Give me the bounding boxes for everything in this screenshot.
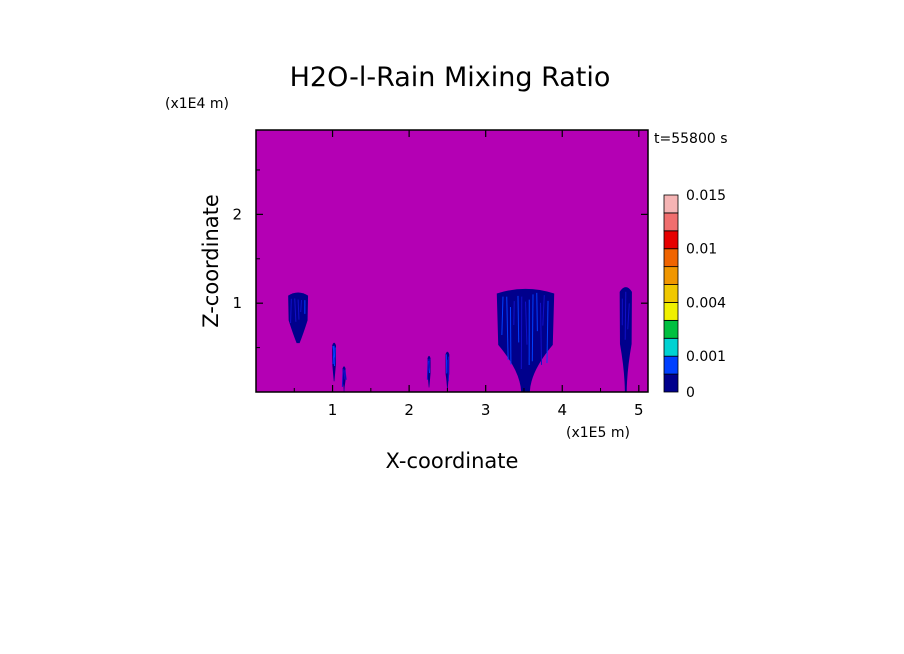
x-tick-label: 4	[557, 401, 567, 419]
colorbar-segment	[663, 319, 679, 339]
colorbar-segment	[663, 284, 679, 303]
colorbar-segment	[663, 355, 679, 375]
rain-region	[619, 287, 632, 392]
x-tick-label: 1	[328, 401, 338, 419]
y-tick-label: 1	[232, 294, 242, 312]
colorbar-segment	[663, 230, 679, 250]
y-axis-ticks: 12	[232, 169, 648, 349]
rain-streak	[531, 294, 534, 362]
y-tick-label: 2	[232, 205, 242, 223]
rain-streak	[624, 291, 627, 340]
plot-frame	[255, 129, 649, 393]
colorbar-tick-label: 0.015	[686, 188, 726, 204]
time-label: t=55800 s	[654, 131, 728, 147]
rain-streak	[428, 358, 431, 371]
y-axis-label: Z-coordinate	[199, 194, 223, 328]
colorbar-segment	[663, 337, 679, 357]
rain-streak	[525, 301, 528, 345]
rain-region	[445, 351, 450, 392]
rain-region-envelope	[496, 288, 555, 392]
rain-streak	[542, 295, 545, 326]
chart-title: H2O-l-Rain Mixing Ratio	[290, 62, 611, 93]
rain-streak	[341, 368, 344, 387]
colorbar-segment	[663, 266, 679, 285]
x-tick-label: 2	[404, 401, 414, 419]
rain-region	[288, 292, 309, 344]
rain-region	[332, 342, 337, 382]
rain-streak	[332, 345, 335, 365]
rain-region	[496, 288, 555, 392]
colorbar-segment	[663, 194, 679, 214]
rain-streak	[300, 300, 302, 313]
rain-streak	[517, 295, 520, 343]
rain-streak	[290, 298, 292, 324]
rain-streak	[501, 296, 504, 336]
colorbar-segment	[663, 212, 679, 232]
x-axis-ticks: 1 2 3 4 5	[293, 130, 644, 419]
rain-streak	[343, 370, 346, 380]
rain-streak	[294, 298, 297, 322]
rain-streak	[344, 369, 347, 380]
colorbar: 0 0.001 0.004 0.01 0.015	[663, 188, 726, 401]
rain-streak	[297, 299, 300, 320]
colorbar-tick-label: 0.004	[686, 295, 726, 311]
colorbar-segment	[663, 373, 679, 393]
colorbar-tick-label: 0.001	[686, 349, 726, 365]
rain-streak	[536, 292, 538, 332]
x-tick-label: 5	[634, 401, 644, 419]
colorbar-segment	[663, 248, 679, 268]
rain-region	[426, 355, 431, 388]
y-scale-label: (x1E4 m)	[165, 96, 229, 112]
rain-streak	[540, 302, 543, 365]
rain-streak	[546, 300, 549, 364]
rain-streak	[506, 296, 509, 361]
rain-region-envelope	[288, 292, 309, 344]
x-tick-label: 3	[481, 401, 491, 419]
colorbar-tick-label: 0	[686, 385, 695, 401]
rain-streak	[426, 359, 429, 380]
x-axis-label: X-coordinate	[386, 449, 519, 473]
plot-area	[256, 130, 648, 392]
x-scale-label: (x1E5 m)	[566, 425, 630, 441]
colorbar-tick-label: 0.01	[686, 242, 717, 258]
rain-regions	[288, 287, 632, 392]
colorbar-segment	[663, 302, 679, 321]
rain-streak	[334, 347, 336, 366]
rain-region	[341, 366, 347, 392]
rain-streak	[627, 303, 630, 330]
